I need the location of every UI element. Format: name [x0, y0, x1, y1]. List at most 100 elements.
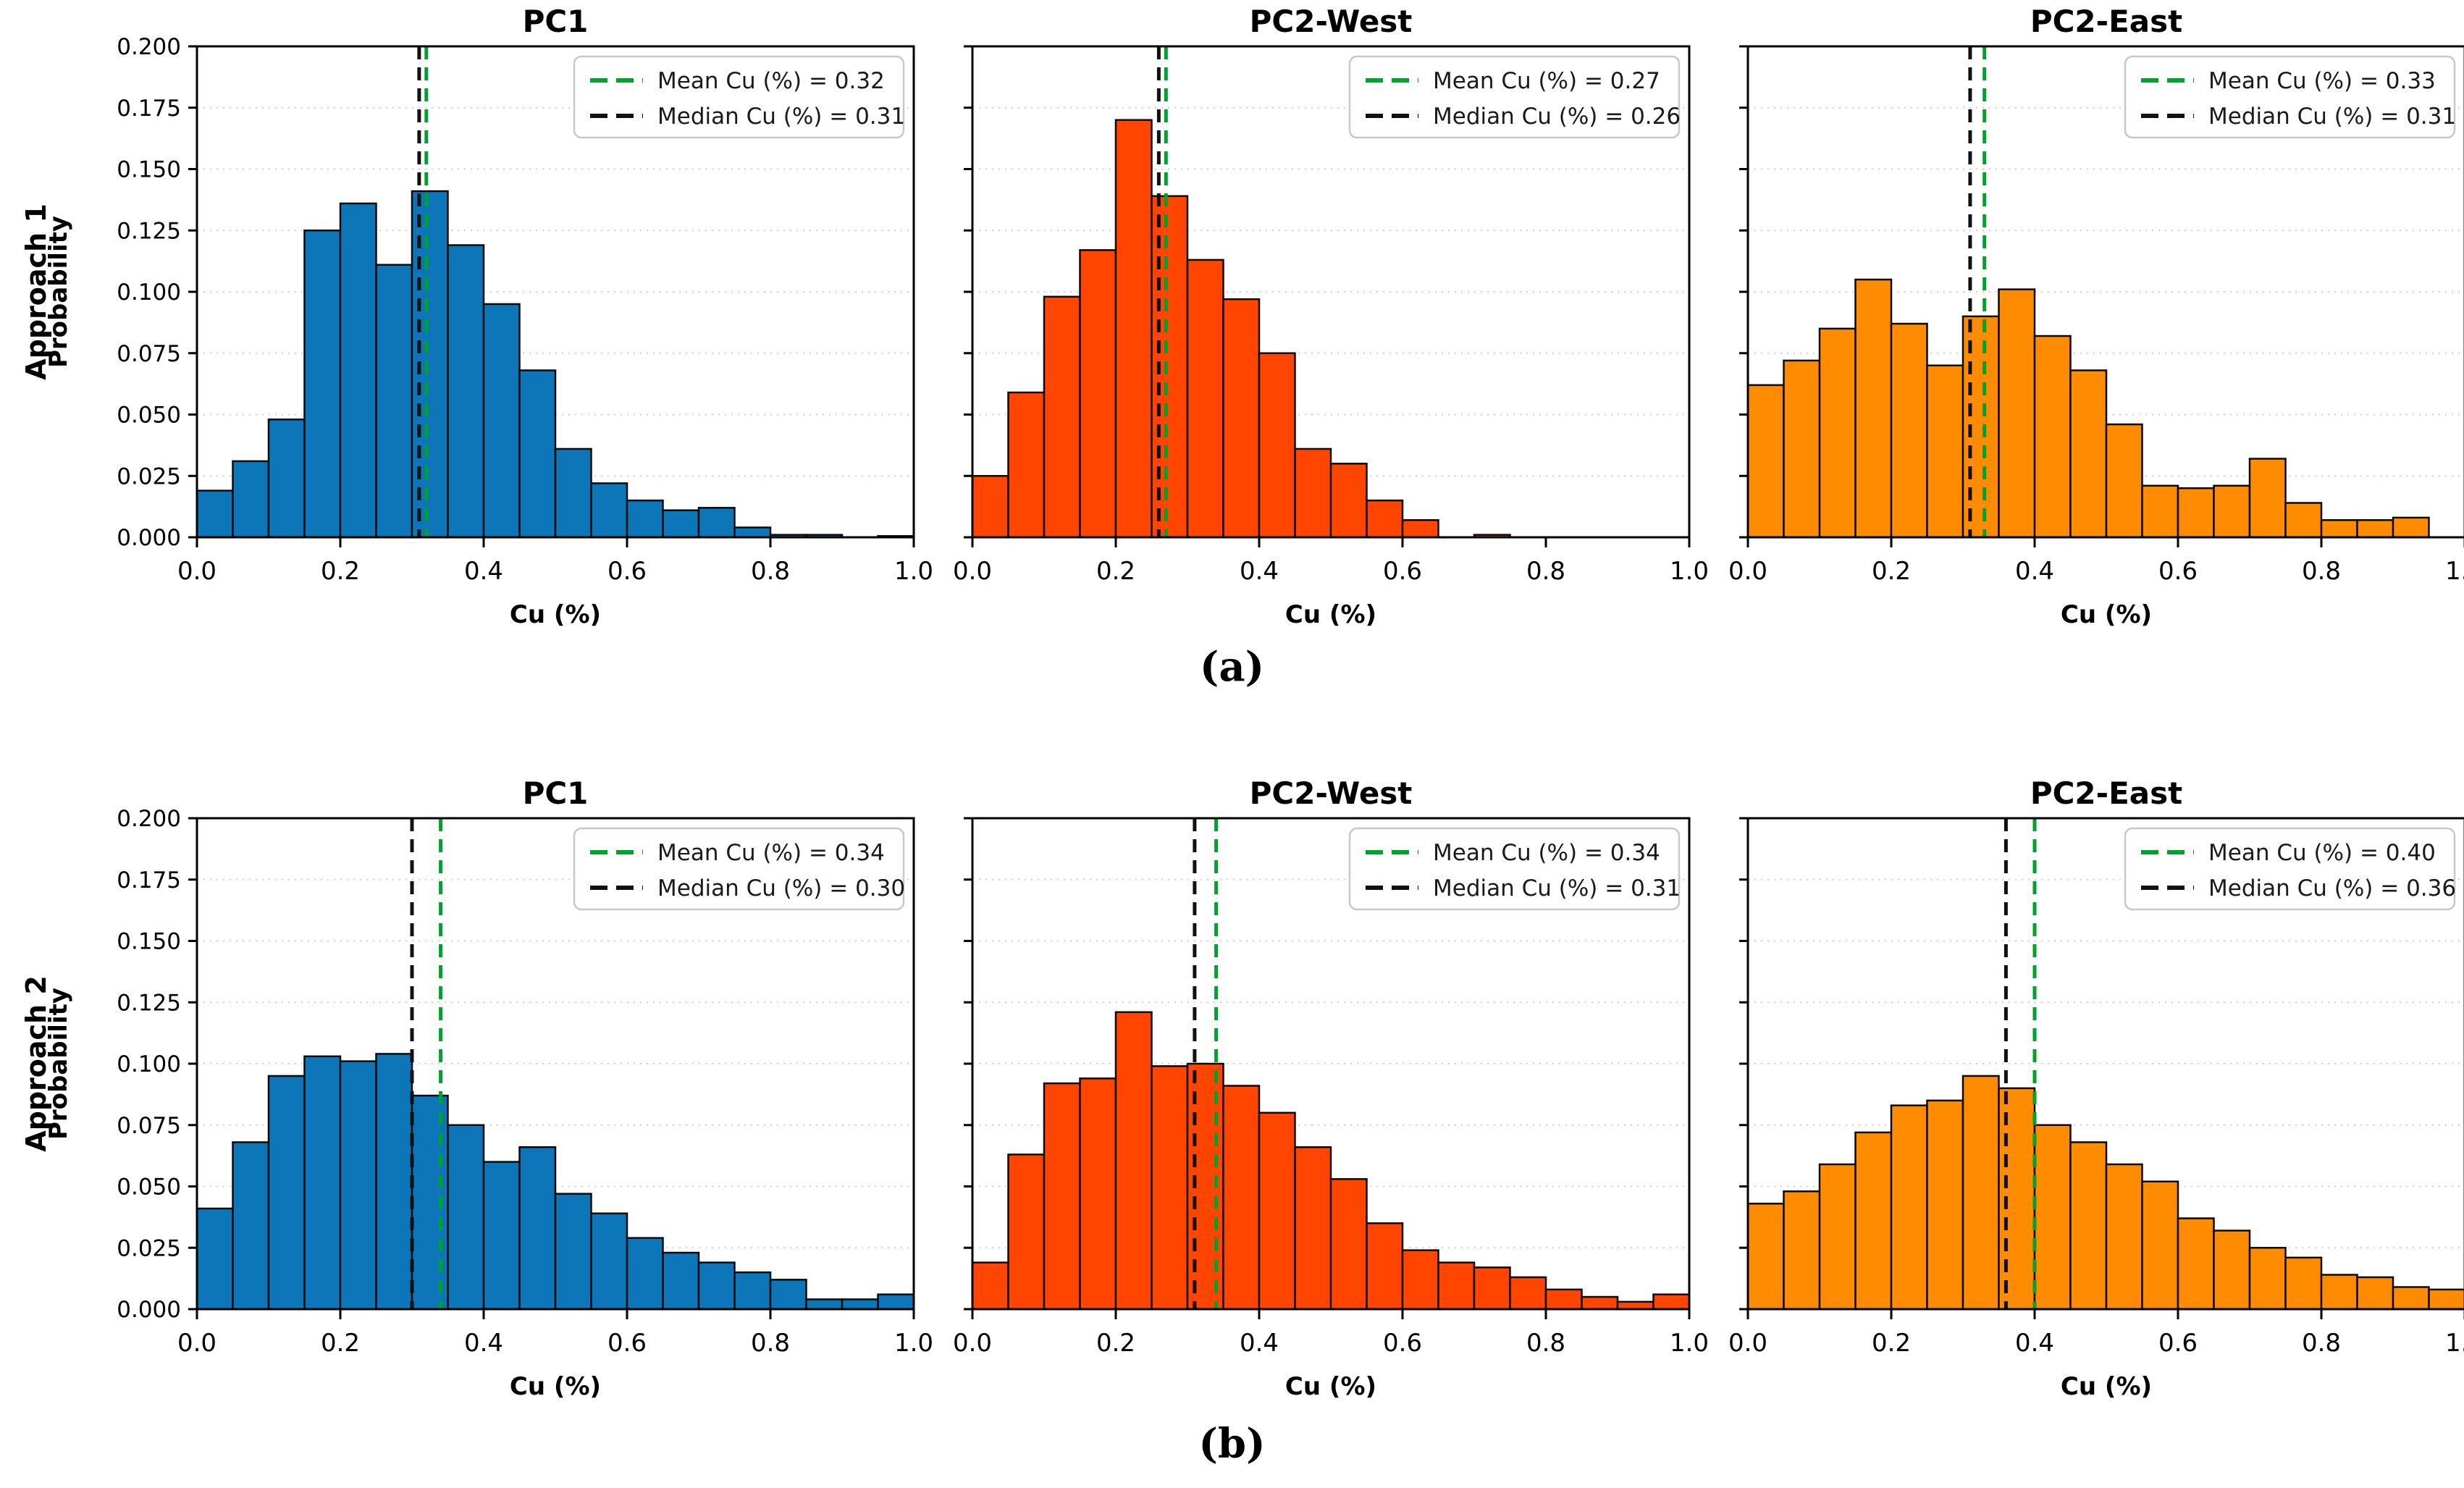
- legend-mean-label: Mean Cu (%) = 0.40: [2208, 840, 2436, 866]
- bar: [2392, 1286, 2430, 1311]
- x-tick-label: 0.8: [2302, 557, 2341, 586]
- bar: [232, 1141, 270, 1311]
- x-tick-label: 1.0: [1670, 557, 1709, 586]
- y-tick-label: 0.100: [117, 279, 181, 306]
- bars: [1746, 1075, 2464, 1311]
- x-axis: 0.0 0.2 0.4 0.6 0.8 1.0: [177, 537, 933, 586]
- y-tick-label: 0.175: [117, 96, 181, 122]
- bar: [1007, 391, 1046, 539]
- bar: [2356, 519, 2394, 539]
- bar: [2284, 502, 2323, 539]
- y-axis: [1739, 817, 1748, 1311]
- bar: [2392, 516, 2430, 539]
- bar: [303, 1055, 342, 1311]
- bar: [195, 489, 234, 539]
- histogram-approach2-pc1: 0.0 0.2 0.4 0.6 0.8 1.0Cu (%)0.0000.0250.0500…: [44, 775, 933, 1401]
- bar: [769, 1279, 807, 1311]
- legend-median-label: Median Cu (%) = 0.36: [2208, 875, 2456, 901]
- bar: [1926, 364, 1964, 539]
- x-tick-label: 0.4: [1240, 557, 1279, 586]
- bar: [2248, 1247, 2287, 1311]
- bar: [1186, 258, 1224, 539]
- x-axis-title: Cu (%): [510, 600, 601, 629]
- bar: [554, 447, 592, 539]
- caption-a: (a): [1199, 643, 1265, 691]
- bar: [1818, 1163, 1857, 1311]
- bar: [590, 1212, 628, 1311]
- bar: [339, 202, 377, 539]
- x-axis: 0.0 0.2 0.4 0.6 0.8 1.0: [1728, 1309, 2464, 1358]
- bar: [232, 460, 270, 539]
- bar: [805, 1298, 844, 1311]
- bar: [697, 507, 736, 539]
- bar: [1854, 1131, 1893, 1311]
- bar: [1998, 288, 2036, 539]
- y-tick-label: 0.025: [117, 463, 181, 489]
- y-tick-label: 0.125: [117, 990, 181, 1016]
- bar: [1114, 1011, 1153, 1311]
- x-tick-label: 0.2: [1872, 1329, 1911, 1358]
- x-tick-label: 0.6: [607, 1329, 647, 1358]
- bar: [1366, 1222, 1404, 1311]
- bar: [1079, 1077, 1117, 1311]
- bar: [2177, 487, 2215, 539]
- row-label-approach-1: Approach 1: [20, 203, 52, 380]
- x-tick-label: 0.6: [1383, 557, 1422, 586]
- bar: [2356, 1276, 2394, 1311]
- bar: [662, 1251, 700, 1311]
- x-tick-label: 0.2: [1096, 557, 1135, 586]
- x-tick-label: 0.4: [2015, 557, 2054, 586]
- bars: [971, 1011, 1691, 1311]
- bar: [733, 1271, 772, 1311]
- bar: [1746, 384, 1785, 539]
- bar: [1961, 1075, 2000, 1311]
- bar: [626, 1237, 664, 1311]
- legend-median-label: Median Cu (%) = 0.26: [1433, 104, 1681, 130]
- chart-title: PC2-East: [2030, 775, 2182, 811]
- bar: [877, 1293, 915, 1311]
- bar: [482, 303, 521, 539]
- y-tick-label: 0.200: [117, 34, 181, 60]
- bar: [2069, 1141, 2108, 1311]
- legend: Mean Cu (%) = 0.27 Median Cu (%) = 0.26: [1348, 55, 1681, 139]
- chart-title: PC1: [523, 775, 589, 811]
- histogram-approach1-pc1: 0.0 0.2 0.4 0.6 0.8 1.0Cu (%)0.0000.0250.0500…: [44, 4, 933, 629]
- bar: [339, 1060, 377, 1311]
- x-tick-label: 0.4: [464, 1329, 503, 1358]
- x-axis-title: Cu (%): [1285, 1372, 1376, 1401]
- x-tick-label: 0.2: [1096, 1329, 1135, 1358]
- bar: [1366, 499, 1404, 539]
- bar: [1222, 298, 1261, 539]
- x-axis: 0.0 0.2 0.4 0.6 0.8 1.0: [953, 1309, 1709, 1358]
- y-axis-title: Probability: [44, 216, 73, 368]
- bar: [1043, 1082, 1081, 1311]
- histogram-approach1-pc2-east: 0.0 0.2 0.4 0.6 0.8 1.0 Cu (%) PC2-East Mean Cu …: [1728, 4, 2464, 629]
- y-tick-label: 0.075: [117, 341, 181, 367]
- bars: [971, 119, 1511, 539]
- bar: [1783, 1190, 1821, 1311]
- x-tick-label: 0.0: [953, 557, 992, 586]
- legend-median-label: Median Cu (%) = 0.30: [657, 875, 905, 901]
- bar: [2033, 335, 2072, 539]
- x-tick-label: 0.0: [1728, 557, 1767, 586]
- histogram-approach1-pc2-west: 0.0 0.2 0.4 0.6 0.8 1.0 Cu (%) PC2-West Mean Cu …: [953, 4, 1709, 629]
- bar: [2428, 1288, 2464, 1311]
- y-axis-title: Probability: [44, 988, 73, 1140]
- y-tick-label: 0.150: [117, 929, 181, 955]
- legend-mean-label: Mean Cu (%) = 0.27: [1433, 68, 1660, 94]
- y-tick-label: 0.075: [117, 1113, 181, 1139]
- bar: [1544, 1288, 1583, 1311]
- bar: [841, 1298, 879, 1311]
- x-axis-title: Cu (%): [2061, 1372, 2152, 1401]
- bar: [2141, 1180, 2179, 1311]
- bar: [1329, 463, 1368, 539]
- x-tick-label: 0.4: [464, 557, 503, 586]
- chart-title: PC2-East: [2030, 4, 2182, 39]
- legend-mean-label: Mean Cu (%) = 0.32: [657, 68, 885, 94]
- bar: [2105, 423, 2143, 539]
- x-tick-label: 0.2: [321, 1329, 360, 1358]
- legend-mean-label: Mean Cu (%) = 0.34: [1433, 840, 1660, 866]
- bar: [411, 190, 449, 539]
- bar: [697, 1261, 736, 1311]
